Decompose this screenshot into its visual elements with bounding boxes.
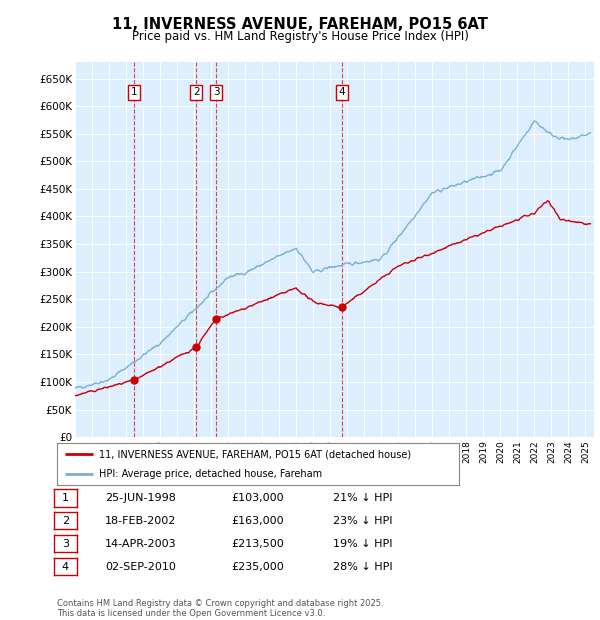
Text: 3: 3 [62, 539, 69, 549]
Text: 23% ↓ HPI: 23% ↓ HPI [333, 516, 392, 526]
Text: 21% ↓ HPI: 21% ↓ HPI [333, 493, 392, 503]
Text: 19% ↓ HPI: 19% ↓ HPI [333, 539, 392, 549]
Text: 14-APR-2003: 14-APR-2003 [105, 539, 176, 549]
Text: 2: 2 [62, 516, 69, 526]
Text: 28% ↓ HPI: 28% ↓ HPI [333, 562, 392, 572]
Text: HPI: Average price, detached house, Fareham: HPI: Average price, detached house, Fare… [99, 469, 322, 479]
Text: 11, INVERNESS AVENUE, FAREHAM, PO15 6AT: 11, INVERNESS AVENUE, FAREHAM, PO15 6AT [112, 17, 488, 32]
Text: Contains HM Land Registry data © Crown copyright and database right 2025.
This d: Contains HM Land Registry data © Crown c… [57, 599, 383, 618]
Text: £235,000: £235,000 [231, 562, 284, 572]
Text: 2: 2 [193, 87, 199, 97]
Text: 11, INVERNESS AVENUE, FAREHAM, PO15 6AT (detached house): 11, INVERNESS AVENUE, FAREHAM, PO15 6AT … [99, 450, 412, 459]
Text: 3: 3 [213, 87, 220, 97]
Text: £103,000: £103,000 [231, 493, 284, 503]
Text: 4: 4 [338, 87, 345, 97]
Text: 4: 4 [62, 562, 69, 572]
Text: 02-SEP-2010: 02-SEP-2010 [105, 562, 176, 572]
Text: 25-JUN-1998: 25-JUN-1998 [105, 493, 176, 503]
Text: £213,500: £213,500 [231, 539, 284, 549]
Text: Price paid vs. HM Land Registry's House Price Index (HPI): Price paid vs. HM Land Registry's House … [131, 30, 469, 43]
Text: £163,000: £163,000 [231, 516, 284, 526]
Text: 1: 1 [131, 87, 137, 97]
Text: 1: 1 [62, 493, 69, 503]
Text: 18-FEB-2002: 18-FEB-2002 [105, 516, 176, 526]
